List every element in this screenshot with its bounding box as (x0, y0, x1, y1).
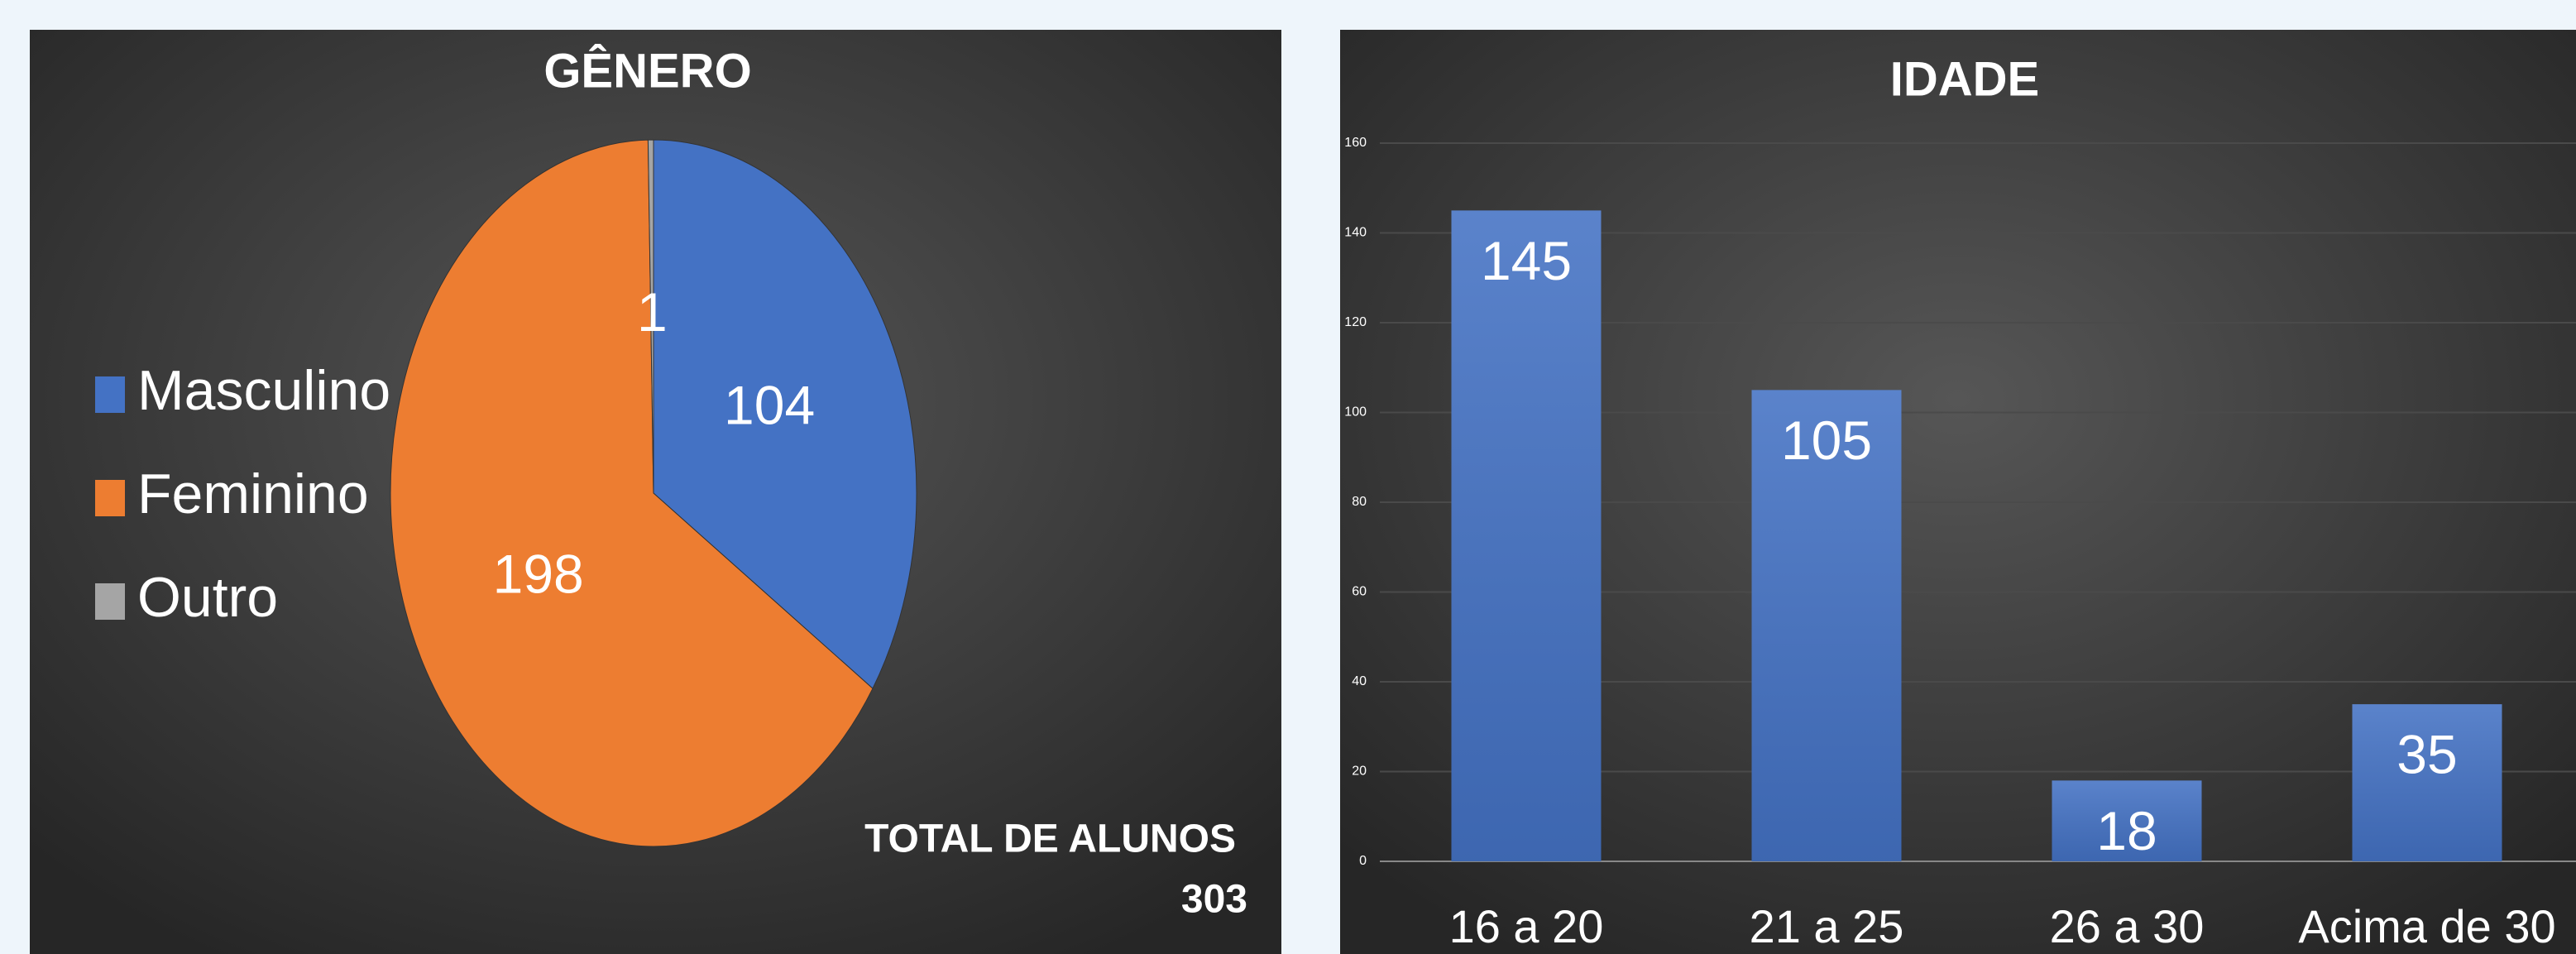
bar-chart: IDADE 0 20 40 60 80 100 120 140 160 145 16 a 20 105… (1344, 52, 2576, 952)
total-label: TOTAL DE ALUNOS (864, 817, 1236, 861)
x-tick-label: 16 a 20 (1449, 900, 1604, 952)
data-label: 105 (1781, 410, 1872, 471)
data-label: 1 (637, 281, 668, 343)
data-label: 18 (2096, 800, 2157, 861)
legend-label: Masculino (137, 359, 390, 422)
pie-slice (647, 139, 654, 494)
data-label: 35 (2396, 724, 2457, 785)
legend-swatch (95, 583, 125, 620)
data-label: 104 (724, 374, 815, 435)
data-label: 198 (493, 543, 584, 604)
y-tick-label: 80 (1352, 495, 1367, 509)
y-tick-label: 20 (1352, 765, 1367, 779)
legend-swatch (95, 376, 125, 413)
y-tick-label: 40 (1352, 674, 1367, 688)
x-tick-label: 26 a 30 (2050, 900, 2205, 952)
x-tick-label: 21 a 25 (1750, 900, 1904, 952)
chart-title: GÊNERO (543, 44, 751, 98)
y-tick-label: 60 (1352, 585, 1367, 599)
bar-shade (2352, 704, 2502, 861)
pie-slice (390, 139, 874, 847)
y-tick-label: 120 (1344, 315, 1367, 329)
bar-shade (1451, 210, 1602, 861)
bar-shade (2052, 780, 2202, 861)
pie-chart: GÊNERO TOTAL DE ALUNOS 303 104 198 1 Mascul… (95, 44, 1247, 922)
x-tick-label: Acima de 30 (2298, 900, 2555, 952)
y-tick-label: 140 (1344, 226, 1367, 240)
bar-shade (1751, 390, 1902, 861)
legend-label: Feminino (137, 463, 369, 525)
legend-swatch (95, 480, 125, 516)
data-label: 145 (1481, 230, 1572, 291)
legend-label: Outro (137, 566, 278, 629)
y-tick-label: 0 (1359, 854, 1367, 868)
y-tick-label: 160 (1344, 136, 1367, 150)
total-value: 303 (1181, 878, 1247, 922)
chart-title: IDADE (1890, 52, 2039, 106)
y-tick-label: 100 (1344, 405, 1367, 419)
